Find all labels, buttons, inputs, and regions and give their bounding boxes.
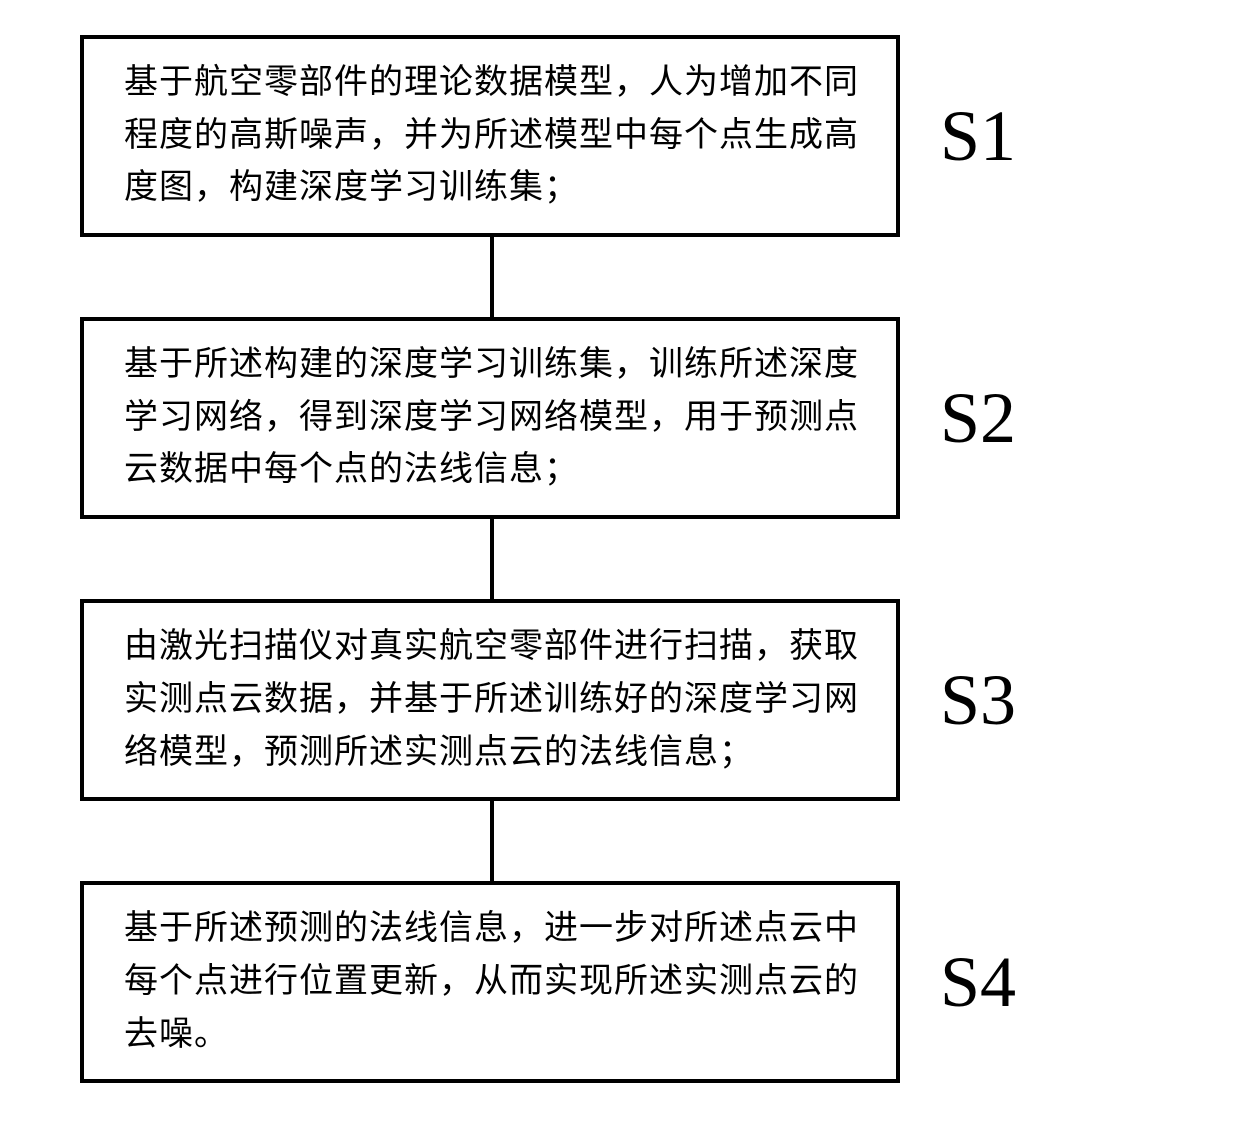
connector-2-3 — [490, 519, 494, 599]
flowchart-container: 基于航空零部件的理论数据模型，人为增加不同程度的高斯噪声，并为所述模型中每个点生… — [80, 35, 1220, 1083]
step-box-s3: 由激光扫描仪对真实航空零部件进行扫描，获取实测点云数据，并基于所述训练好的深度学… — [80, 599, 900, 801]
step-row-2: 基于所述构建的深度学习训练集，训练所述深度学习网络，得到深度学习网络模型，用于预… — [80, 317, 1016, 519]
step-text: 基于航空零部件的理论数据模型，人为增加不同程度的高斯噪声，并为所述模型中每个点生… — [124, 64, 859, 206]
step-row-4: 基于所述预测的法线信息，进一步对所述点云中每个点进行位置更新，从而实现所述实测点… — [80, 881, 1016, 1083]
step-box-s1: 基于航空零部件的理论数据模型，人为增加不同程度的高斯噪声，并为所述模型中每个点生… — [80, 35, 900, 237]
step-text: 由激光扫描仪对真实航空零部件进行扫描，获取实测点云数据，并基于所述训练好的深度学… — [124, 628, 859, 770]
step-box-s4: 基于所述预测的法线信息，进一步对所述点云中每个点进行位置更新，从而实现所述实测点… — [80, 881, 900, 1083]
step-row-1: 基于航空零部件的理论数据模型，人为增加不同程度的高斯噪声，并为所述模型中每个点生… — [80, 35, 1016, 237]
step-box-s2: 基于所述构建的深度学习训练集，训练所述深度学习网络，得到深度学习网络模型，用于预… — [80, 317, 900, 519]
step-text: 基于所述预测的法线信息，进一步对所述点云中每个点进行位置更新，从而实现所述实测点… — [124, 910, 859, 1052]
step-label-s3: S3 — [940, 659, 1016, 742]
connector-1-2 — [490, 237, 494, 317]
step-row-3: 由激光扫描仪对真实航空零部件进行扫描，获取实测点云数据，并基于所述训练好的深度学… — [80, 599, 1016, 801]
step-text: 基于所述构建的深度学习训练集，训练所述深度学习网络，得到深度学习网络模型，用于预… — [124, 346, 859, 488]
step-label-s2: S2 — [940, 377, 1016, 460]
connector-3-4 — [490, 801, 494, 881]
step-label-s4: S4 — [940, 941, 1016, 1024]
step-label-s1: S1 — [940, 95, 1016, 178]
